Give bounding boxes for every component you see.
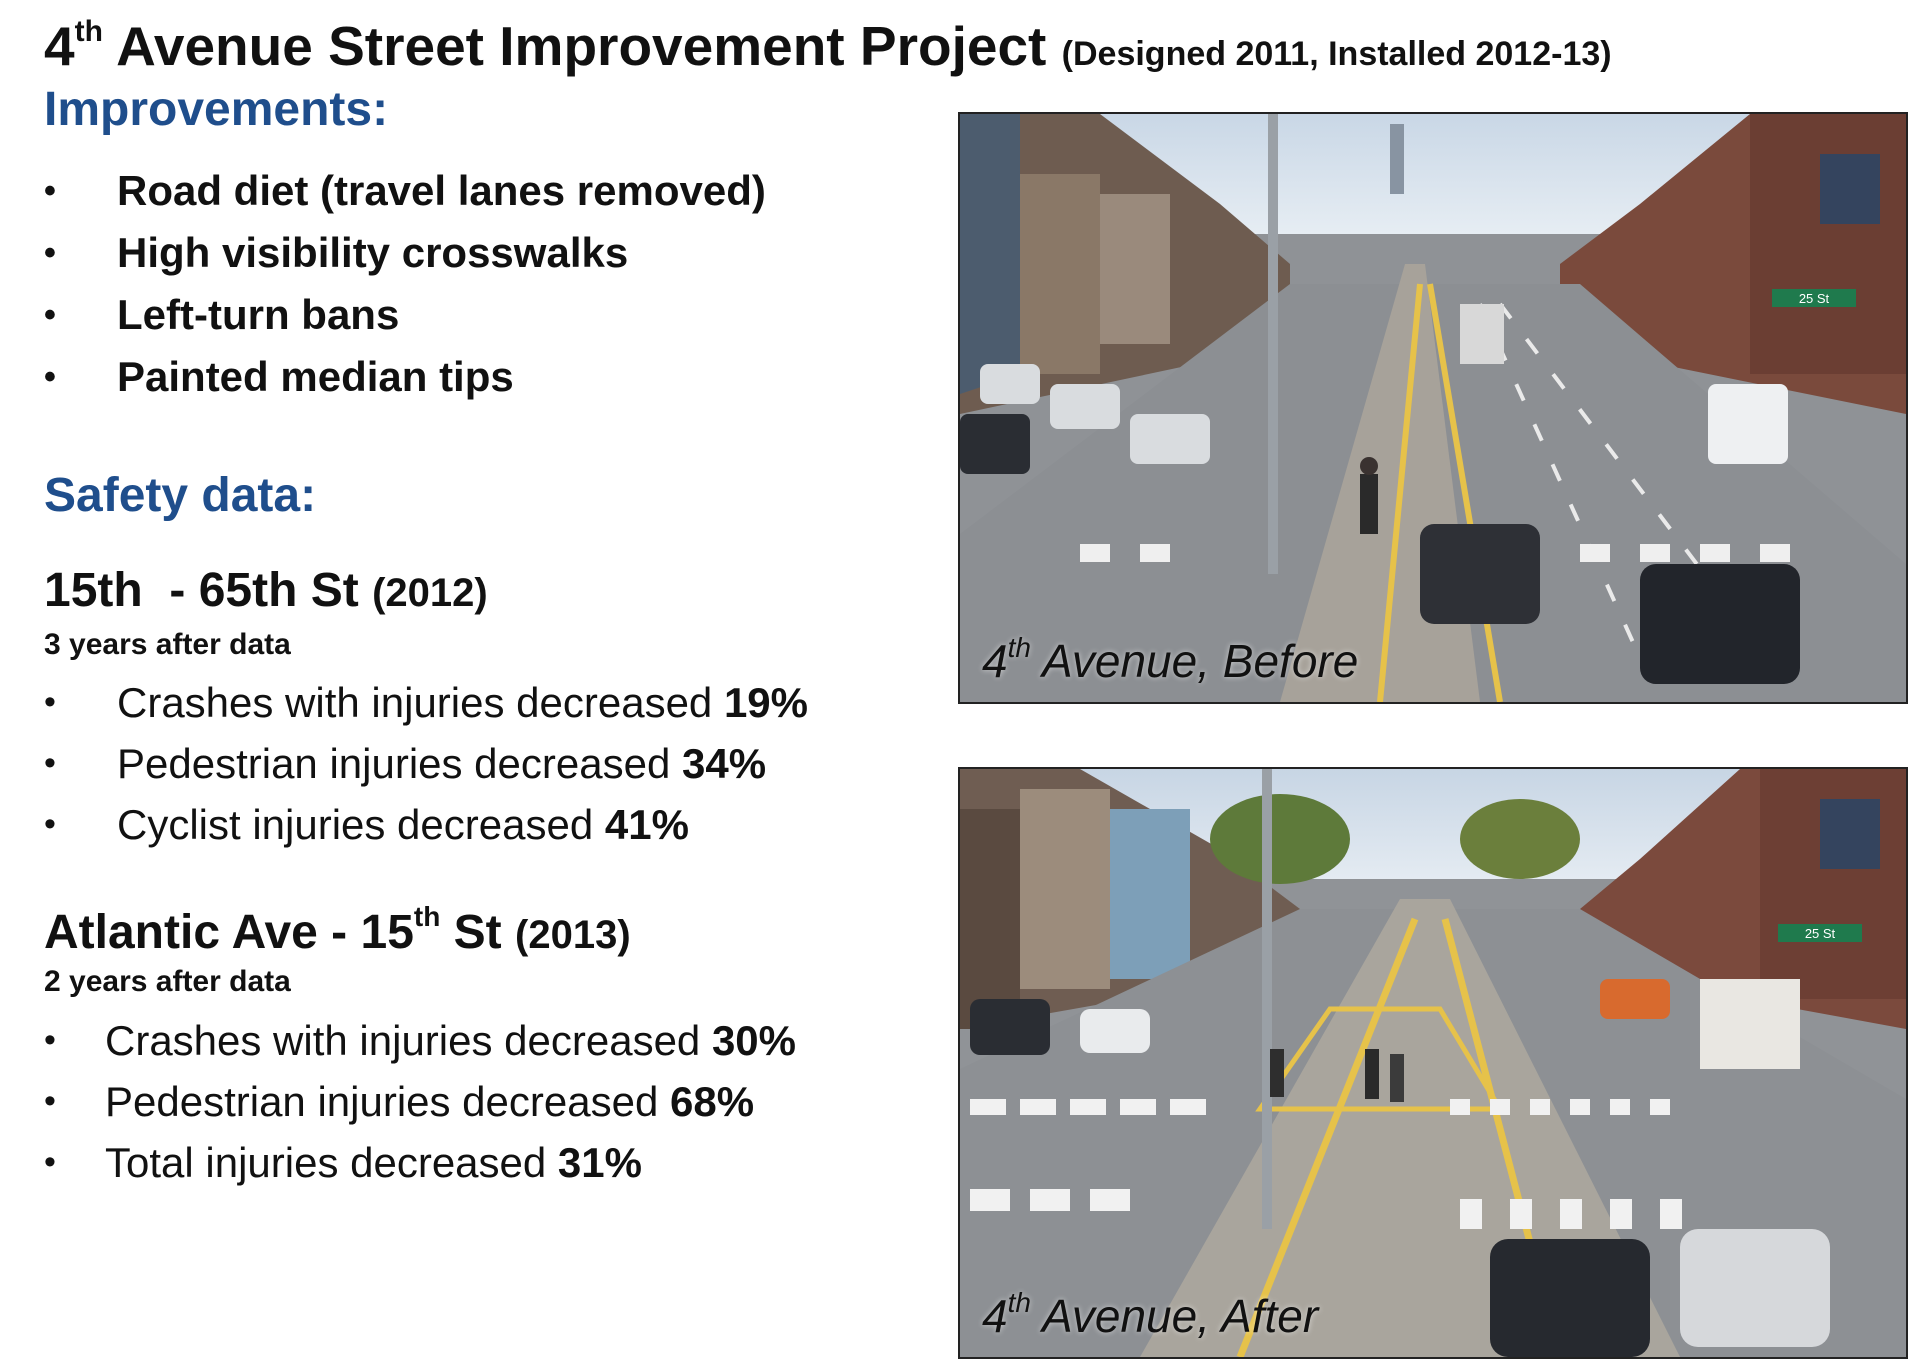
segment-1-year: (2012) <box>372 571 488 615</box>
segment-2-year: (2013) <box>515 913 631 957</box>
stat-value: 30% <box>711 1017 797 1064</box>
title-subtitle: (Designed 2011, Installed 2012-13) <box>1061 35 1612 73</box>
bullet-icon: • <box>44 683 56 721</box>
stat-value: 41% <box>604 801 689 848</box>
segment-2-range: Atlantic Ave - 15th St (2013) <box>44 901 631 959</box>
after-caption: 4th Avenue, After <box>982 1287 1319 1342</box>
bullet-icon: • <box>44 805 56 843</box>
before-street-sign-text: 25 St <box>1799 291 1830 306</box>
before-caption: 4th Avenue, Before <box>982 632 1359 687</box>
list-item: • Road diet (travel lanes removed) <box>44 160 766 222</box>
list-item: • Pedestrian injuries decreased 34% <box>44 733 808 794</box>
bullet-icon: • <box>44 1082 56 1120</box>
bullet-icon: • <box>44 1021 56 1059</box>
list-item: • Crashes with injuries decreased 30% <box>44 1010 796 1071</box>
title-ordinal: 4 <box>44 15 75 77</box>
list-item: • Painted median tips <box>44 346 766 408</box>
page-title: 4th Avenue Street Improvement Project (D… <box>44 14 1612 78</box>
stat-value: 31% <box>557 1139 642 1186</box>
segment-1-range: 15th - 65th St (2012) <box>44 564 488 617</box>
title-ordinal-suffix: th <box>74 15 103 48</box>
list-item: • Left-turn bans <box>44 284 766 346</box>
bullet-icon: • <box>44 234 56 272</box>
after-street-sign-text: 25 St <box>1805 926 1836 941</box>
bullet-icon: • <box>44 1143 56 1181</box>
segment-2-note: 2 years after data <box>44 965 291 998</box>
improvements-heading: Improvements: <box>44 83 389 136</box>
list-item: • Cyclist injuries decreased 41% <box>44 794 808 855</box>
segment-1-note: 3 years after data <box>44 628 291 661</box>
list-item: • Pedestrian injuries decreased 68% <box>44 1071 796 1132</box>
bullet-icon: • <box>44 744 56 782</box>
improvements-list: • Road diet (travel lanes removed) • High … <box>44 160 766 408</box>
before-photo: 25 St 4th Avenue, Before <box>958 112 1908 704</box>
segment-2-stats: • Crashes with injuries decreased 30% • Pe… <box>44 1010 796 1193</box>
stat-value: 68% <box>670 1078 755 1125</box>
stat-value: 19% <box>723 679 809 726</box>
safety-heading: Safety data: <box>44 469 317 522</box>
list-item: • Crashes with injuries decreased 19% <box>44 672 808 733</box>
stat-value: 34% <box>682 740 767 787</box>
bullet-icon: • <box>44 172 56 210</box>
segment-1-stats: • Crashes with injuries decreased 19% • Pe… <box>44 672 808 855</box>
bullet-icon: • <box>44 296 56 334</box>
list-item: • High visibility crosswalks <box>44 222 766 284</box>
title-main: Avenue Street Improvement Project <box>116 15 1047 77</box>
after-street-scene: 25 St <box>960 769 1906 1357</box>
list-item: • Total injuries decreased 31% <box>44 1132 796 1193</box>
bullet-icon: • <box>44 358 56 396</box>
before-street-scene: 25 St <box>960 114 1906 702</box>
after-photo: 25 St 4th Avenue, After <box>958 767 1908 1359</box>
